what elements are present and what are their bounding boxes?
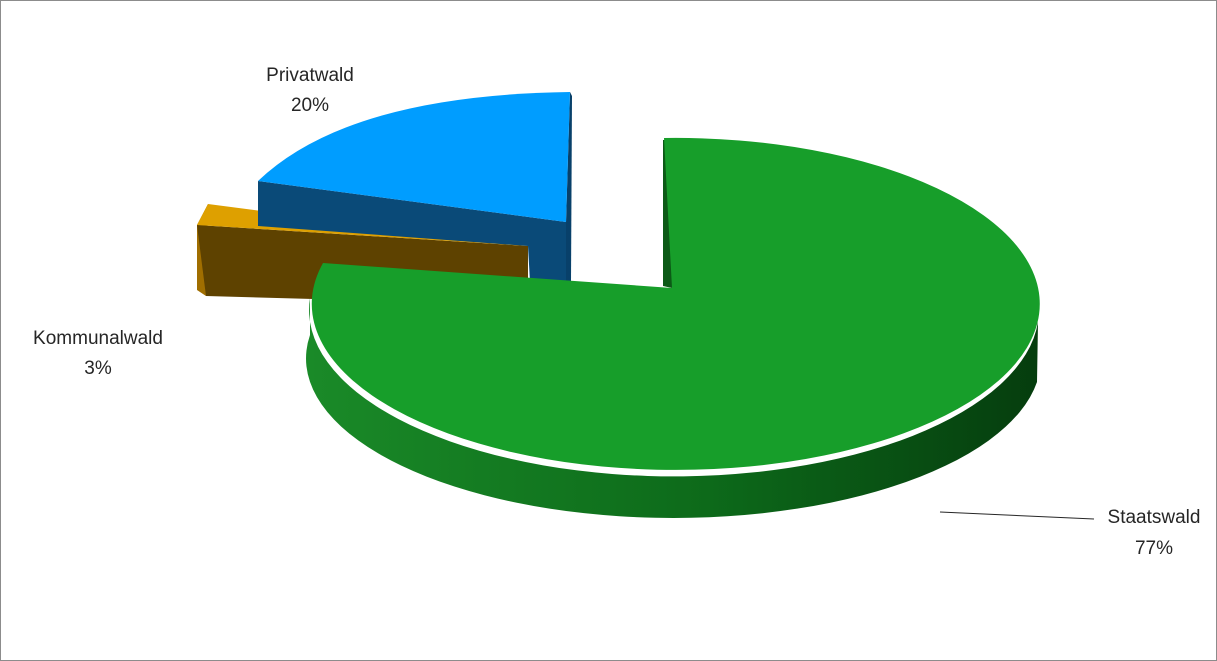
slice-privatwald-top [258,92,570,222]
label-privatwald-pct: 20% [291,95,329,116]
slice-privatwald-face-right [566,92,572,282]
label-kommunalwald-pct: 3% [84,358,112,379]
leader-line-staatswald [939,511,1095,520]
label-staatswald-pct: 77% [1135,538,1173,559]
slice-privatwald [258,92,572,282]
slice-staatswald-top [311,137,1040,470]
label-staatswald-name: Staatswald [1108,507,1201,528]
slice-privatwald-face-left [258,181,566,282]
label-privatwald-name: Privatwald [266,65,354,86]
slice-staatswald-side [306,298,1039,518]
label-kommunalwald-name: Kommunalwald [33,328,163,349]
slice-staatswald [306,137,1040,518]
